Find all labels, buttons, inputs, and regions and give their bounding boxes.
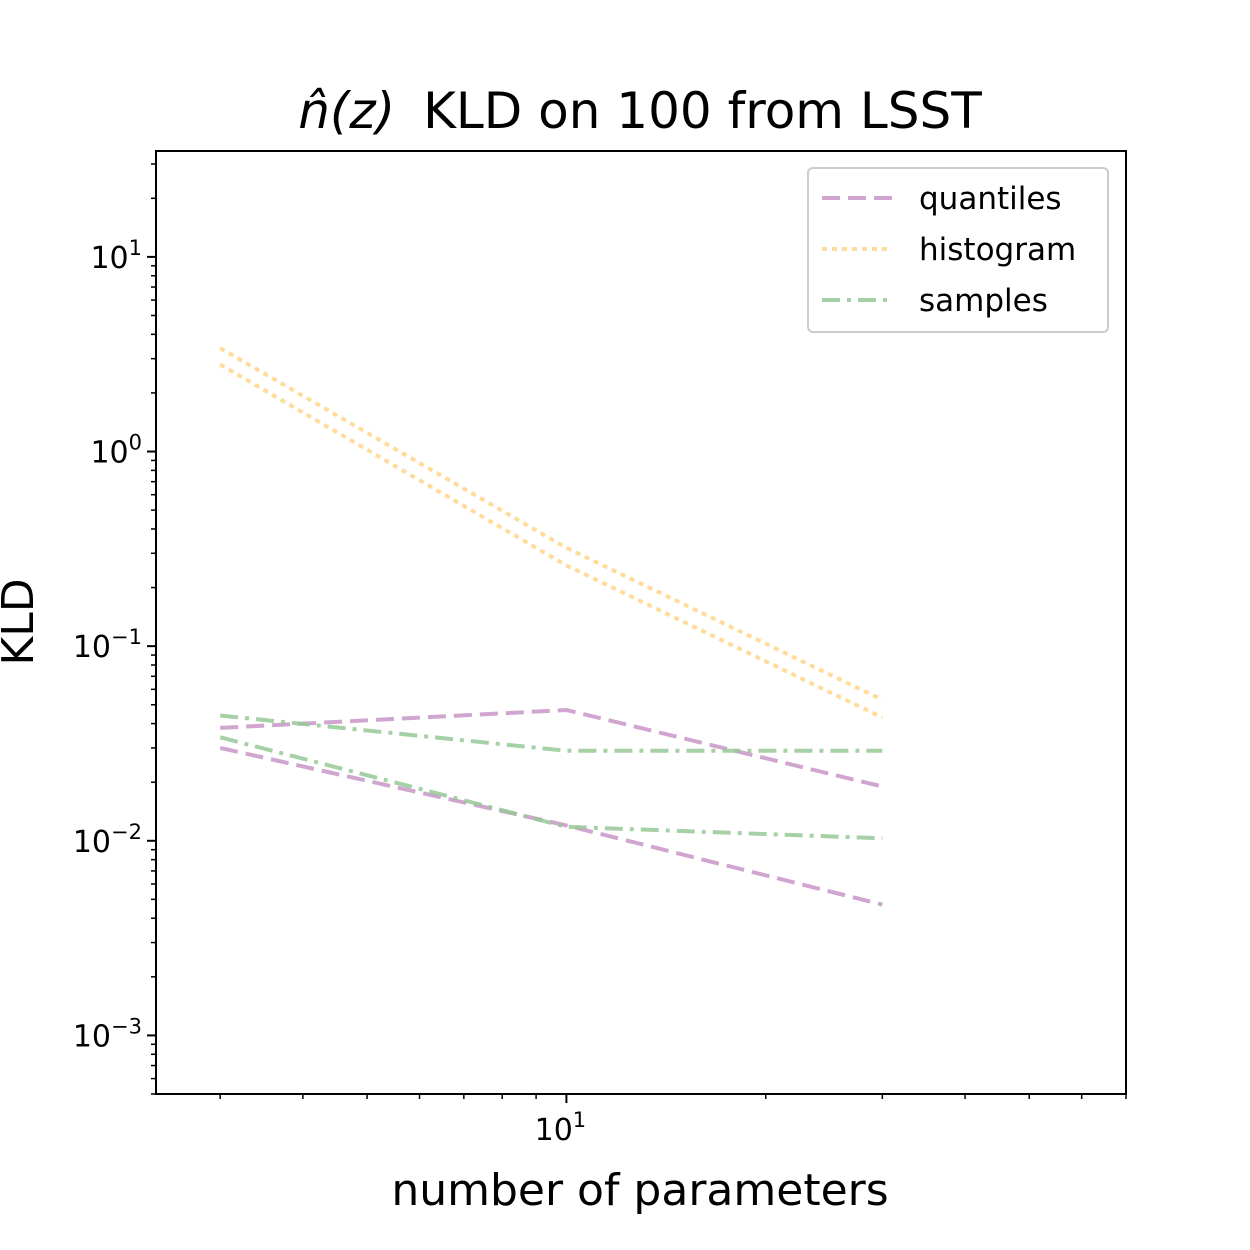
x-axis-label: number of parameters xyxy=(391,1165,888,1216)
series-line-samples-6 xyxy=(219,735,883,841)
legend-label-quantiles: quantiles xyxy=(919,181,1062,217)
plot-frame xyxy=(155,150,1127,1095)
y-tick-label: 100 xyxy=(90,431,142,471)
y-tick-label: 101 xyxy=(90,236,142,276)
chart-title-prefix: n̂(z) xyxy=(298,82,395,140)
y-axis-label: KLD xyxy=(0,578,44,665)
y-tick-label: 10−2 xyxy=(73,820,142,860)
legend-label-histogram: histogram xyxy=(919,232,1076,268)
series-line-histogram-4 xyxy=(219,362,884,720)
y-tick-label: 10−1 xyxy=(73,625,142,665)
series-line-quantiles-2 xyxy=(219,745,883,907)
chart-title: n̂(z) KLD on 100 from LSST xyxy=(298,82,982,140)
legend-label-samples: samples xyxy=(919,283,1048,319)
y-tick-label: 10−3 xyxy=(73,1014,142,1054)
series-line-histogram-3 xyxy=(219,346,884,702)
axes: 101 100 10−1 10−2 10−3 101 xyxy=(73,150,1127,1148)
series-line-quantiles-1 xyxy=(220,707,883,789)
series-line-samples-5 xyxy=(219,713,883,753)
x-tick-label: 101 xyxy=(535,1108,587,1148)
legend: quantiles histogram samples xyxy=(807,167,1109,333)
legend-box xyxy=(807,167,1109,333)
plot-area xyxy=(219,346,884,907)
chart-title-main: KLD on 100 from LSST xyxy=(423,82,982,140)
